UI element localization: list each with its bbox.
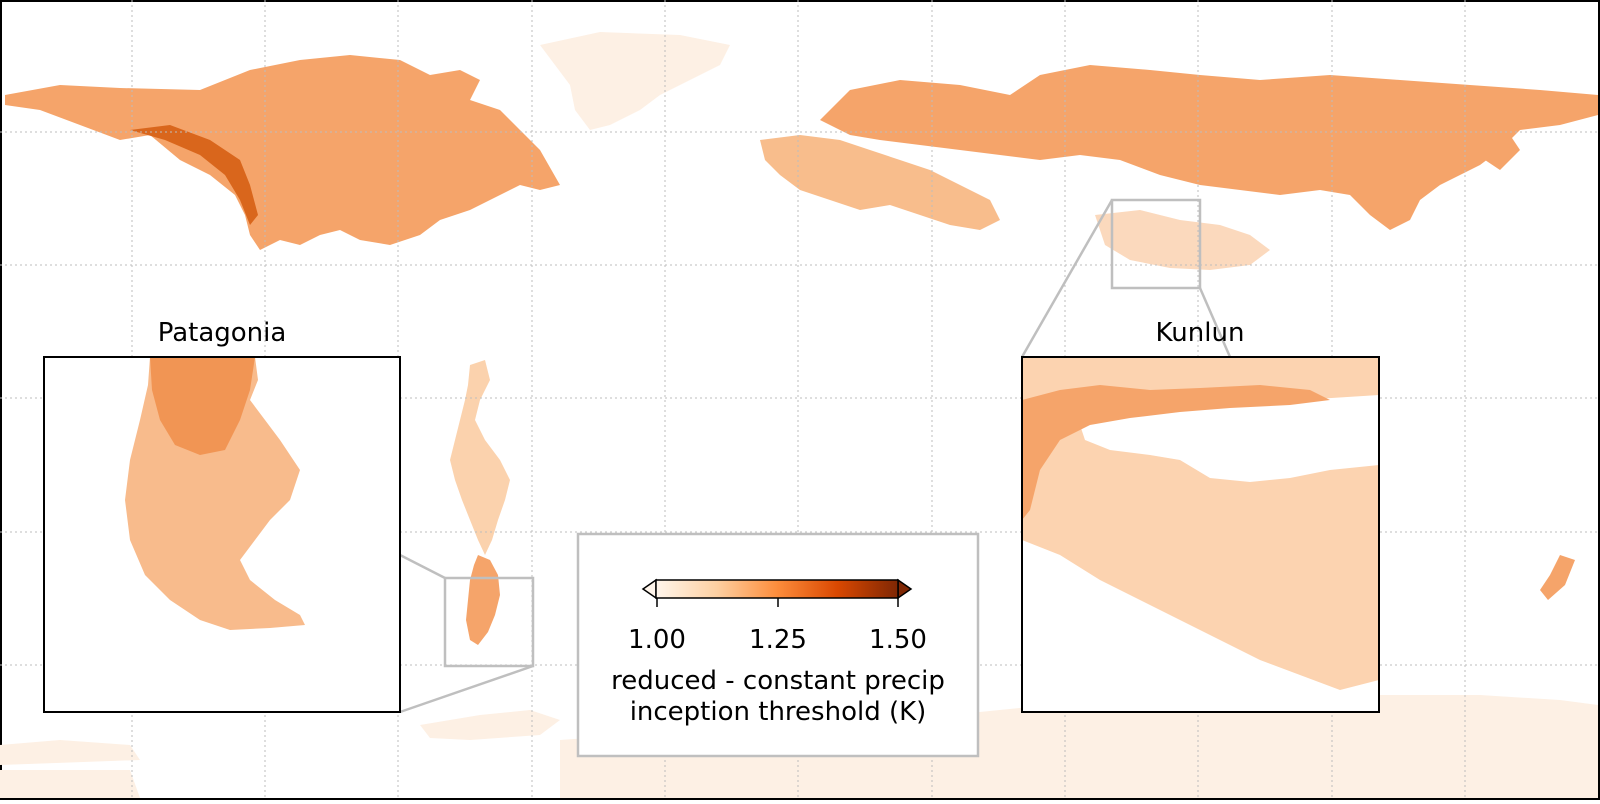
kunlun-ranges <box>1022 385 1330 520</box>
north-america-land <box>5 55 560 250</box>
south-america-andes <box>450 360 510 555</box>
colorbar-tick-label: 1.25 <box>749 625 807 655</box>
kunlun-zoom-box <box>1110 198 1202 290</box>
patagonia-inset <box>43 356 401 713</box>
patagonia-zoom-box <box>443 576 535 668</box>
kunlun-inset <box>1021 356 1380 713</box>
colorbar-gradient <box>655 579 899 599</box>
patagonia-inset-north <box>150 357 255 455</box>
east-asia-land <box>1480 135 1520 170</box>
new-zealand-land <box>1540 555 1575 600</box>
eurasia-land <box>820 65 1598 230</box>
tibet-land <box>1095 210 1270 270</box>
europe-land <box>760 135 1000 230</box>
greenland-ice <box>540 32 730 130</box>
kunlun-title: Kunlun <box>1156 318 1245 348</box>
colorbar-label-line1: reduced - constant precip <box>611 666 945 696</box>
colorbar-panel: 1.00 1.25 1.50 reduced - constant precip… <box>576 532 980 758</box>
colorbar-tick-label: 1.50 <box>869 625 927 655</box>
colorbar-tick-label: 1.00 <box>628 625 686 655</box>
zoom-indicators <box>399 198 1232 714</box>
patagonia-title: Patagonia <box>158 318 287 348</box>
kunlun-basin <box>1080 395 1379 482</box>
colorbar-label-line2: inception threshold (K) <box>630 697 927 727</box>
alaska-range <box>130 125 258 225</box>
